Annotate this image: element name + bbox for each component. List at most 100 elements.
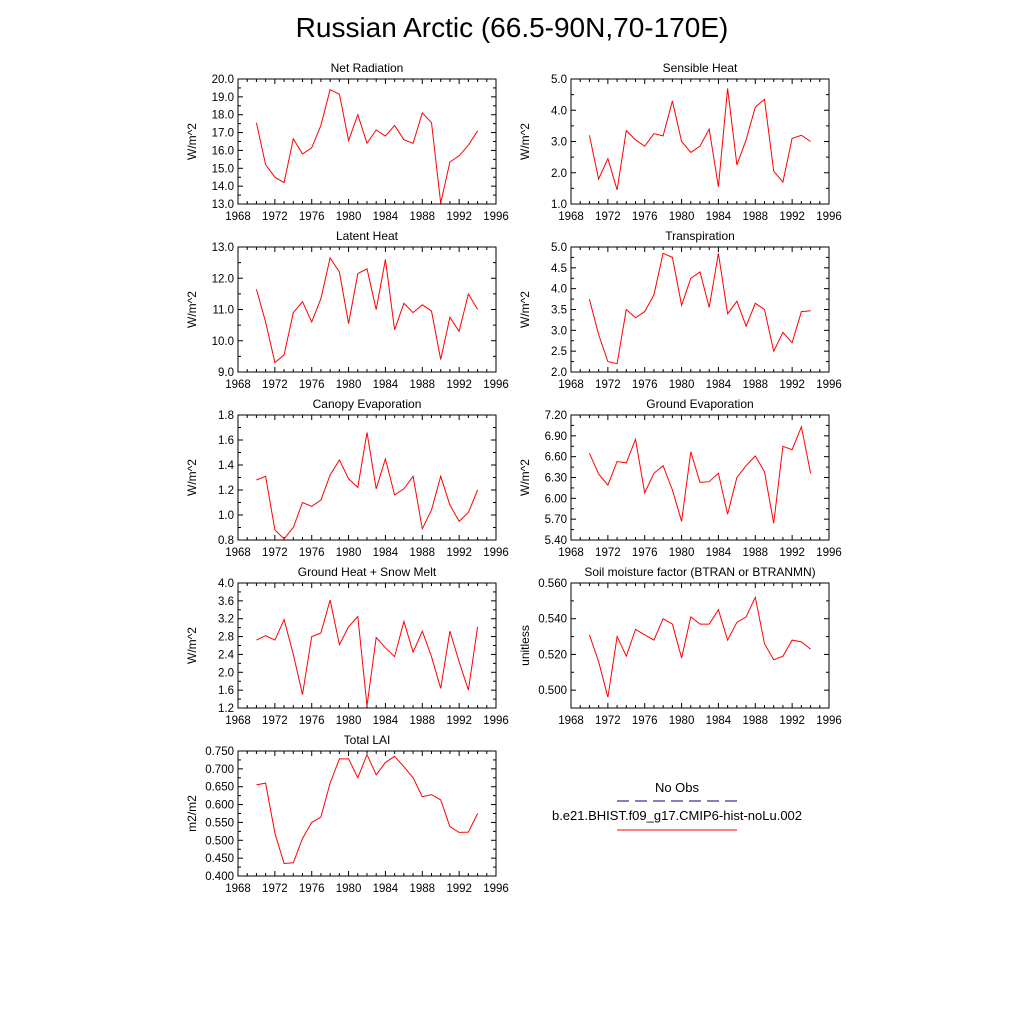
plot-frame: [570, 246, 830, 373]
x-tick-label: 1972: [262, 883, 288, 895]
y-tick-label: 15.0: [212, 163, 234, 175]
x-tick-label: 1972: [595, 547, 621, 559]
y-tick-label: 0.500: [205, 835, 234, 847]
x-tick-label: 1976: [632, 211, 658, 223]
x-tick-label: 1968: [225, 715, 251, 727]
y-tick-label: 1.0: [218, 510, 234, 522]
series-line: [588, 252, 811, 365]
x-tick-label: 1996: [816, 715, 842, 727]
y-tick-label: 3.0: [551, 325, 567, 337]
y-tick-label: 4.0: [218, 578, 234, 590]
y-tick-label: 3.0: [551, 137, 567, 149]
y-tick-label: 2.0: [551, 168, 567, 180]
x-tick-label: 1980: [669, 211, 695, 223]
x-tick-label: 1976: [299, 883, 325, 895]
x-tick-label: 1988: [742, 379, 768, 391]
series-line: [256, 432, 479, 540]
y-tick-label: 11.0: [212, 305, 234, 317]
x-tick-label: 1972: [595, 211, 621, 223]
panel-3: Latent Heat 1968 1972 1976 1980 1984 1988 1992 1…: [185, 229, 509, 391]
y-tick-label: 4.0: [551, 284, 567, 296]
y-axis-label: W/m^2: [185, 291, 199, 328]
y-axis-label: W/m^2: [185, 459, 199, 496]
plot-frame: [237, 582, 497, 709]
y-tick-label: 1.2: [218, 703, 234, 715]
series-line: [256, 599, 479, 706]
panel-7: Ground Heat + Snow Melt 1968 1972 1976 1980 1…: [185, 565, 509, 727]
x-tick-label: 1996: [816, 379, 842, 391]
x-tick-label: 1984: [706, 547, 732, 559]
x-tick-label: 1968: [225, 211, 251, 223]
y-tick-label: 9.0: [218, 367, 234, 379]
x-tick-label: 1980: [336, 547, 362, 559]
y-tick-label: 3.6: [218, 596, 234, 608]
page-title: Russian Arctic (66.5-90N,70-170E): [295, 12, 729, 43]
y-tick-label: 2.4: [218, 649, 235, 661]
y-tick-label: 20.0: [212, 74, 234, 86]
x-tick-label: 1992: [779, 211, 805, 223]
y-tick-label: 0.750: [205, 746, 234, 758]
x-tick-label: 1984: [706, 715, 732, 727]
x-tick-label: 1980: [669, 715, 695, 727]
y-axis-label: W/m^2: [518, 459, 532, 496]
x-tick-label: 1984: [706, 379, 732, 391]
y-tick-label: 2.0: [551, 367, 567, 379]
panel-8: Soil moisture factor (BTRAN or BTRANMN) 1…: [518, 565, 842, 727]
x-tick-label: 1972: [262, 379, 288, 391]
x-tick-label: 1988: [409, 547, 435, 559]
y-tick-label: 5.40: [545, 535, 567, 547]
y-tick-label: 12.0: [212, 273, 234, 285]
y-tick-label: 1.6: [218, 435, 234, 447]
y-axis-label: W/m^2: [518, 291, 532, 328]
y-tick-label: 1.0: [551, 199, 567, 211]
panel-title: Net Radiation: [331, 61, 404, 75]
y-axis-label: unitless: [518, 625, 532, 666]
y-tick-label: 14.0: [212, 181, 234, 193]
x-tick-label: 1988: [409, 211, 435, 223]
plot-frame: [237, 78, 497, 205]
y-tick-label: 0.500: [538, 685, 567, 697]
x-tick-label: 1996: [816, 547, 842, 559]
y-tick-label: 7.20: [545, 410, 567, 422]
x-tick-label: 1988: [742, 211, 768, 223]
x-tick-label: 1980: [669, 379, 695, 391]
x-tick-label: 1976: [299, 211, 325, 223]
x-tick-label: 1984: [373, 883, 399, 895]
y-tick-label: 3.2: [218, 614, 234, 626]
series-line: [588, 425, 812, 524]
x-tick-label: 1996: [483, 547, 509, 559]
plot-frame: [570, 78, 830, 205]
x-tick-label: 1996: [483, 379, 509, 391]
x-tick-label: 1976: [299, 715, 325, 727]
panel-title: Ground Heat + Snow Melt: [298, 565, 437, 579]
y-tick-label: 4.5: [551, 263, 567, 275]
y-tick-label: 6.90: [545, 431, 567, 443]
series-line: [256, 753, 479, 865]
x-tick-label: 1984: [706, 211, 732, 223]
y-tick-label: 1.4: [218, 460, 235, 472]
x-tick-label: 1968: [225, 547, 251, 559]
y-tick-label: 10.0: [212, 336, 234, 348]
legend: No Obs b.e21.BHIST.f09_g17.CMIP6-hist-noL…: [552, 780, 802, 831]
x-tick-label: 1972: [595, 715, 621, 727]
y-tick-label: 0.400: [205, 871, 234, 883]
x-tick-label: 1968: [558, 211, 584, 223]
panel-title: Soil moisture factor (BTRAN or BTRANMN): [584, 565, 815, 579]
y-tick-label: 5.0: [551, 242, 567, 254]
panel-4: Transpiration 1968 1972 1976 1980 1984 1988 199…: [518, 229, 842, 391]
series-line: [588, 595, 811, 698]
x-tick-label: 1980: [336, 379, 362, 391]
x-tick-label: 1992: [446, 883, 472, 895]
panel-6: Ground Evaporation 1968 1972 1976 1980 1984 19…: [518, 397, 842, 559]
y-tick-label: 6.00: [545, 493, 567, 505]
y-tick-label: 0.550: [205, 817, 234, 829]
y-tick-label: 1.6: [218, 685, 234, 697]
x-tick-label: 1972: [595, 379, 621, 391]
x-tick-label: 1988: [742, 715, 768, 727]
x-tick-label: 1992: [446, 715, 472, 727]
y-tick-label: 6.60: [545, 452, 567, 464]
x-tick-label: 1992: [446, 379, 472, 391]
x-tick-label: 1980: [336, 211, 362, 223]
y-tick-label: 19.0: [212, 92, 234, 104]
y-tick-label: 2.8: [218, 632, 234, 644]
